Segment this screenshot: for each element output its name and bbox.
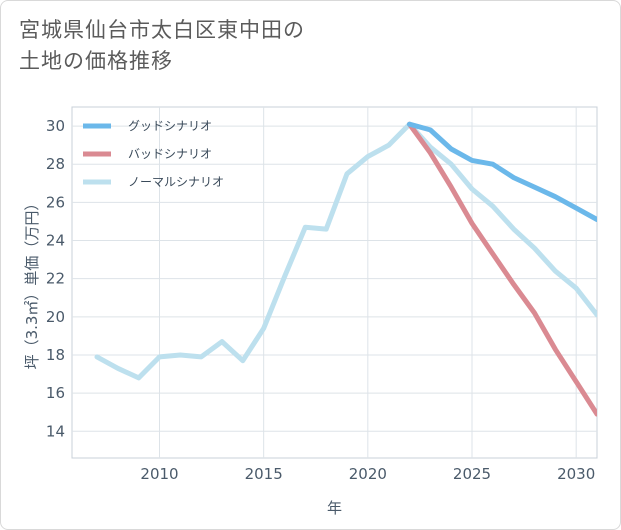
y-tick-label-14: 14 [46, 422, 65, 440]
y-tick-label-28: 28 [46, 155, 65, 173]
x-tick-label-2025: 2025 [453, 465, 491, 483]
y-tick-label-24: 24 [46, 232, 65, 250]
chart-title-line-2: 土地の価格推移 [19, 49, 173, 73]
y-tick-label-16: 16 [46, 384, 65, 402]
legend-label-0: グッドシナリオ [128, 119, 212, 133]
legend-label-1: バッドシナリオ [128, 147, 212, 161]
x-tick-label-2020: 2020 [349, 465, 387, 483]
series-line-1 [407, 121, 597, 417]
y-tick-label-26: 26 [46, 193, 65, 211]
legend-label-2: ノーマルシナリオ [128, 175, 224, 189]
y-tick-label-30: 30 [46, 117, 65, 135]
y-tick-label-22: 22 [46, 270, 65, 288]
y-tick-label-18: 18 [46, 346, 65, 364]
x-tick-label-2010: 2010 [140, 465, 178, 483]
y-axis-title: 坪（3.3㎡）単価（万円） [23, 196, 41, 370]
x-tick-label-2015: 2015 [245, 465, 283, 483]
x-tick-label-2030: 2030 [557, 465, 595, 483]
chart-title-line-1: 宮城県仙台市太白区東中田の [19, 18, 305, 42]
series-line-2 [94, 121, 597, 381]
chart-title: 宮城県仙台市太白区東中田の 土地の価格推移 [19, 15, 305, 77]
x-axis-title: 年 [327, 499, 342, 517]
y-tick-label-20: 20 [46, 308, 65, 326]
series-line-0 [407, 121, 597, 222]
